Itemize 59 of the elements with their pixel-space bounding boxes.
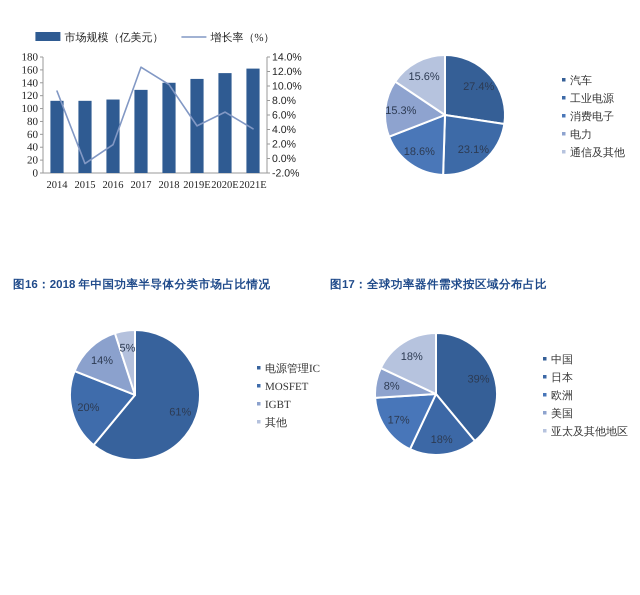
data-label: 8% — [384, 380, 400, 393]
data-label: 15.3% — [385, 105, 417, 118]
y-tick-label: 40 — [27, 142, 38, 154]
y-tick-label: 180 — [22, 52, 38, 64]
data-label: 39% — [467, 374, 490, 386]
legend-label: 增长率（%） — [209, 31, 275, 44]
y-tick-label: 60 — [27, 128, 38, 141]
data-label: 5% — [120, 342, 136, 354]
legend-label: 通信及其他 — [570, 146, 625, 159]
y2-tick-label: 0.0% — [272, 153, 296, 165]
y2-tick-label: 10.0% — [272, 80, 302, 92]
data-label: 17% — [388, 414, 410, 426]
y2-tick-label: 6.0% — [272, 110, 296, 122]
chart-title: 图17：全球功率器件需求按区域分布占比 — [330, 277, 547, 291]
data-label: 18% — [400, 350, 424, 363]
y-tick-label: 160 — [22, 64, 38, 76]
legend-label: MOSFET — [265, 381, 309, 393]
y2-tick-label: 4.0% — [272, 124, 296, 136]
legend-label: IGBT — [265, 399, 291, 411]
legend-label: 市场规模（亿美元） — [64, 31, 164, 44]
data-label: 15.6% — [408, 70, 440, 83]
data-label: 18% — [430, 434, 453, 446]
legend-label: 工业电源 — [570, 92, 614, 105]
y-tick-label: 100 — [22, 103, 38, 116]
data-label: 23.1% — [458, 144, 490, 156]
data-label: 18.6% — [404, 146, 436, 158]
y2-tick-label: -2.0% — [272, 168, 300, 180]
chart-title: 图16：2018 年中国功率半导体分类市场占比情况 — [13, 277, 272, 291]
legend-label: 电力 — [570, 128, 592, 141]
data-label: 20% — [77, 402, 100, 414]
data-label: 27.4% — [463, 81, 494, 94]
legend-label: 欧洲 — [551, 389, 573, 402]
legend-label: 美国 — [551, 407, 573, 420]
legend-label: 电源管理IC — [265, 362, 320, 375]
x-tick-label: 2016 — [102, 180, 124, 191]
x-tick-label: 2021E — [239, 180, 267, 191]
y2-tick-label: 2.0% — [272, 138, 296, 150]
x-tick-label: 2014 — [46, 180, 68, 191]
legend-label: 亚太及其他地区 — [551, 425, 628, 438]
y-tick-label: 20 — [27, 154, 38, 167]
y2-tick-label: 8.0% — [272, 95, 296, 107]
x-tick-label: 2015 — [74, 180, 96, 191]
x-tick-label: 2018 — [158, 180, 180, 191]
y2-tick-label: 12.0% — [272, 66, 302, 78]
y-tick-label: 140 — [22, 77, 38, 90]
data-label: 14% — [91, 354, 114, 367]
y-tick-label: 0 — [32, 168, 38, 180]
data-label: 61% — [169, 406, 192, 418]
y-tick-label: 120 — [22, 90, 38, 102]
legend-label: 中国 — [551, 353, 573, 366]
legend-label: 汽车 — [570, 74, 592, 87]
legend-label: 其他 — [265, 416, 287, 429]
x-tick-label: 2020E — [211, 180, 239, 191]
x-tick-label: 2017 — [130, 180, 152, 191]
y2-tick-label: 14.0% — [272, 52, 302, 64]
y-tick-label: 80 — [27, 116, 38, 128]
x-tick-label: 2019E — [183, 180, 211, 191]
legend-label: 日本 — [551, 371, 573, 384]
legend-label: 消费电子 — [570, 110, 614, 123]
